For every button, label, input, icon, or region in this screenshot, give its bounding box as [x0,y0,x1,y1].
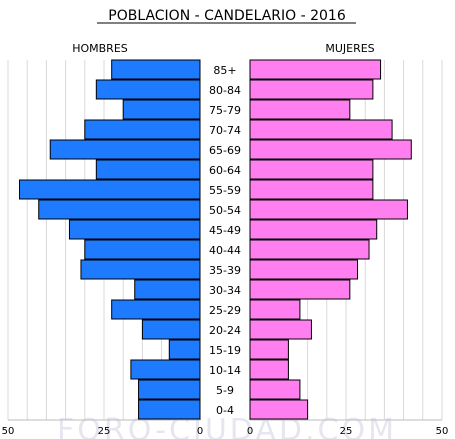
age-label-15-19: 15-19 [209,344,241,357]
chart-title: POBLACION - CANDELARIO - 2016 [108,8,346,24]
bar-hombres-85+ [111,59,201,80]
age-label-60-64: 60-64 [209,164,241,177]
bar-hombres-0-4 [138,399,201,420]
age-label-40-44: 40-44 [209,244,241,257]
right-label-mujeres: MUJERES [325,42,374,55]
bar-hombres-15-19 [168,339,201,360]
age-label-0-4: 0-4 [216,404,234,417]
age-label-35-39: 35-39 [209,264,241,277]
bar-mujeres-45-49 [249,219,378,240]
age-label-65-69: 65-69 [209,144,241,157]
bar-mujeres-40-44 [249,239,370,260]
age-label-75-79: 75-79 [209,104,241,117]
bar-mujeres-20-24 [249,319,312,340]
bar-hombres-70-74 [84,119,201,140]
bar-mujeres-55-59 [249,179,374,200]
bar-mujeres-50-54 [249,199,408,220]
bar-mujeres-85+ [249,59,382,80]
bar-mujeres-30-34 [249,279,351,300]
age-label-45-49: 45-49 [209,224,241,237]
age-label-5-9: 5-9 [216,384,234,397]
bar-mujeres-15-19 [249,339,289,360]
bar-hombres-45-49 [68,219,201,240]
bar-mujeres-25-29 [249,299,301,320]
tick-left-50: 50 [2,426,15,437]
tick-right-0: 0 [247,426,253,437]
bar-mujeres-70-74 [249,119,393,140]
bar-mujeres-35-39 [249,259,359,280]
age-label-70-74: 70-74 [209,124,241,137]
age-label-20-24: 20-24 [209,324,241,337]
bar-mujeres-10-14 [249,359,289,380]
bar-mujeres-75-79 [249,99,351,120]
bar-hombres-40-44 [84,239,201,260]
bar-mujeres-0-4 [249,399,309,420]
age-label-25-29: 25-29 [209,304,241,317]
tick-left-0: 0 [197,426,203,437]
bar-hombres-25-29 [111,299,201,320]
bar-mujeres-65-69 [249,139,412,160]
age-labels: 85+ 80-84 75-79 70-74 65-69 60-64 55-59 50-54 45… [209,64,241,417]
age-label-10-14: 10-14 [209,364,241,377]
bar-hombres-55-59 [19,179,201,200]
axes [8,60,442,421]
left-label-hombres: HOMBRES [72,42,128,55]
age-label-30-34: 30-34 [209,284,241,297]
bar-mujeres-60-64 [249,159,374,180]
bar-mujeres-80-84 [249,79,374,100]
bar-hombres-65-69 [49,139,201,160]
bar-hombres-60-64 [95,159,201,180]
bar-hombres-35-39 [80,259,201,280]
bar-hombres-80-84 [95,79,201,100]
bar-hombres-5-9 [138,379,201,400]
tick-right-50: 50 [436,426,449,437]
age-label-50-54: 50-54 [209,204,241,217]
tick-left-25: 25 [98,426,111,437]
bar-mujeres-5-9 [249,379,301,400]
age-label-80-84: 80-84 [209,84,241,97]
watermark: FORO-CIUDAD.COM [57,413,397,439]
bar-hombres-30-34 [134,279,201,300]
bar-hombres-10-14 [130,359,201,380]
bar-hombres-50-54 [38,199,201,220]
age-label-55-59: 55-59 [209,184,241,197]
bars-group [19,59,412,420]
tick-right-25: 25 [340,426,353,437]
tick-labels: 50 25 0 0 25 50 [2,426,449,437]
age-label-85+: 85+ [213,64,236,77]
bar-hombres-20-24 [141,319,201,340]
bar-hombres-75-79 [122,99,201,120]
